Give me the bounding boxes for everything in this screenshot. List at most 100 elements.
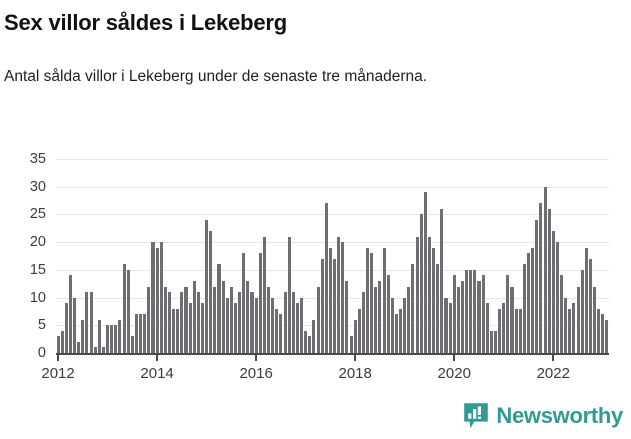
- bar[interactable]: [485, 303, 489, 353]
- bar[interactable]: [262, 236, 266, 353]
- bar[interactable]: [304, 330, 308, 353]
- bar[interactable]: [188, 303, 192, 353]
- bar[interactable]: [267, 286, 271, 353]
- bar[interactable]: [345, 280, 349, 353]
- bar[interactable]: [295, 303, 299, 353]
- bar[interactable]: [205, 219, 209, 353]
- bar[interactable]: [539, 203, 543, 353]
- bar[interactable]: [324, 203, 328, 353]
- bar[interactable]: [498, 308, 502, 353]
- bar[interactable]: [572, 303, 576, 353]
- bar[interactable]: [489, 330, 493, 353]
- bar[interactable]: [588, 258, 592, 353]
- bar[interactable]: [130, 336, 134, 353]
- bar[interactable]: [436, 264, 440, 353]
- bar[interactable]: [258, 253, 262, 353]
- bar[interactable]: [196, 292, 200, 353]
- bar[interactable]: [419, 214, 423, 353]
- bar[interactable]: [333, 258, 337, 353]
- bar[interactable]: [73, 297, 77, 353]
- bar[interactable]: [390, 297, 394, 353]
- bar[interactable]: [473, 269, 477, 353]
- bar[interactable]: [399, 308, 403, 353]
- bar[interactable]: [229, 286, 233, 353]
- bar[interactable]: [584, 247, 588, 353]
- bar[interactable]: [77, 341, 81, 353]
- bar[interactable]: [341, 242, 345, 353]
- bar[interactable]: [180, 292, 184, 353]
- bar[interactable]: [469, 269, 473, 353]
- bar[interactable]: [246, 280, 250, 353]
- bar[interactable]: [209, 231, 213, 353]
- bar[interactable]: [580, 269, 584, 353]
- bar[interactable]: [308, 336, 312, 353]
- bar[interactable]: [320, 258, 324, 353]
- bar[interactable]: [386, 275, 390, 353]
- bar[interactable]: [200, 303, 205, 353]
- bar[interactable]: [522, 264, 526, 353]
- newsworthy-brand[interactable]: Newsworthy: [463, 401, 623, 431]
- bar[interactable]: [271, 297, 275, 353]
- bar[interactable]: [378, 280, 382, 353]
- bar[interactable]: [502, 303, 506, 353]
- bar[interactable]: [134, 314, 138, 353]
- bar[interactable]: [361, 292, 365, 353]
- bar[interactable]: [465, 269, 469, 353]
- bar[interactable]: [81, 319, 85, 353]
- bar[interactable]: [118, 319, 122, 353]
- bar[interactable]: [233, 303, 238, 353]
- bar[interactable]: [551, 231, 555, 353]
- bar[interactable]: [506, 275, 510, 353]
- bar[interactable]: [147, 286, 151, 353]
- bar[interactable]: [366, 247, 370, 353]
- bar[interactable]: [452, 275, 456, 353]
- bar[interactable]: [143, 314, 147, 353]
- bar[interactable]: [337, 236, 341, 353]
- bar[interactable]: [60, 330, 64, 353]
- bar[interactable]: [547, 208, 551, 353]
- bar[interactable]: [477, 280, 481, 353]
- bar[interactable]: [122, 264, 126, 353]
- bar[interactable]: [568, 308, 572, 353]
- bar[interactable]: [279, 314, 283, 353]
- bar[interactable]: [423, 192, 427, 353]
- bar[interactable]: [316, 286, 320, 353]
- bar[interactable]: [106, 325, 110, 353]
- bar[interactable]: [97, 319, 101, 353]
- bar[interactable]: [382, 247, 386, 353]
- bar[interactable]: [291, 292, 295, 353]
- bar[interactable]: [238, 292, 242, 353]
- bar[interactable]: [89, 292, 93, 353]
- bar[interactable]: [394, 314, 398, 353]
- bar[interactable]: [217, 264, 221, 353]
- bar[interactable]: [221, 280, 225, 353]
- bar[interactable]: [493, 330, 498, 353]
- bar[interactable]: [440, 208, 444, 353]
- bar[interactable]: [481, 275, 485, 353]
- bar[interactable]: [415, 236, 419, 353]
- bar[interactable]: [601, 314, 605, 353]
- bar[interactable]: [531, 247, 535, 353]
- bar[interactable]: [444, 297, 448, 353]
- bar[interactable]: [300, 297, 304, 353]
- bar[interactable]: [275, 308, 279, 353]
- bar[interactable]: [151, 242, 155, 353]
- bar[interactable]: [250, 292, 254, 353]
- bar[interactable]: [213, 286, 217, 353]
- bar[interactable]: [526, 253, 531, 353]
- bar[interactable]: [349, 336, 353, 353]
- bar[interactable]: [85, 292, 89, 353]
- bar[interactable]: [510, 286, 514, 353]
- bar[interactable]: [192, 280, 196, 353]
- bar[interactable]: [176, 308, 180, 353]
- bar[interactable]: [555, 242, 559, 353]
- bar[interactable]: [576, 286, 580, 353]
- bar[interactable]: [518, 308, 522, 353]
- bar[interactable]: [432, 247, 436, 353]
- bar[interactable]: [159, 242, 163, 353]
- bar[interactable]: [225, 297, 229, 353]
- bar[interactable]: [460, 280, 465, 353]
- bar[interactable]: [172, 308, 176, 353]
- bar[interactable]: [126, 269, 130, 353]
- bar[interactable]: [242, 253, 246, 353]
